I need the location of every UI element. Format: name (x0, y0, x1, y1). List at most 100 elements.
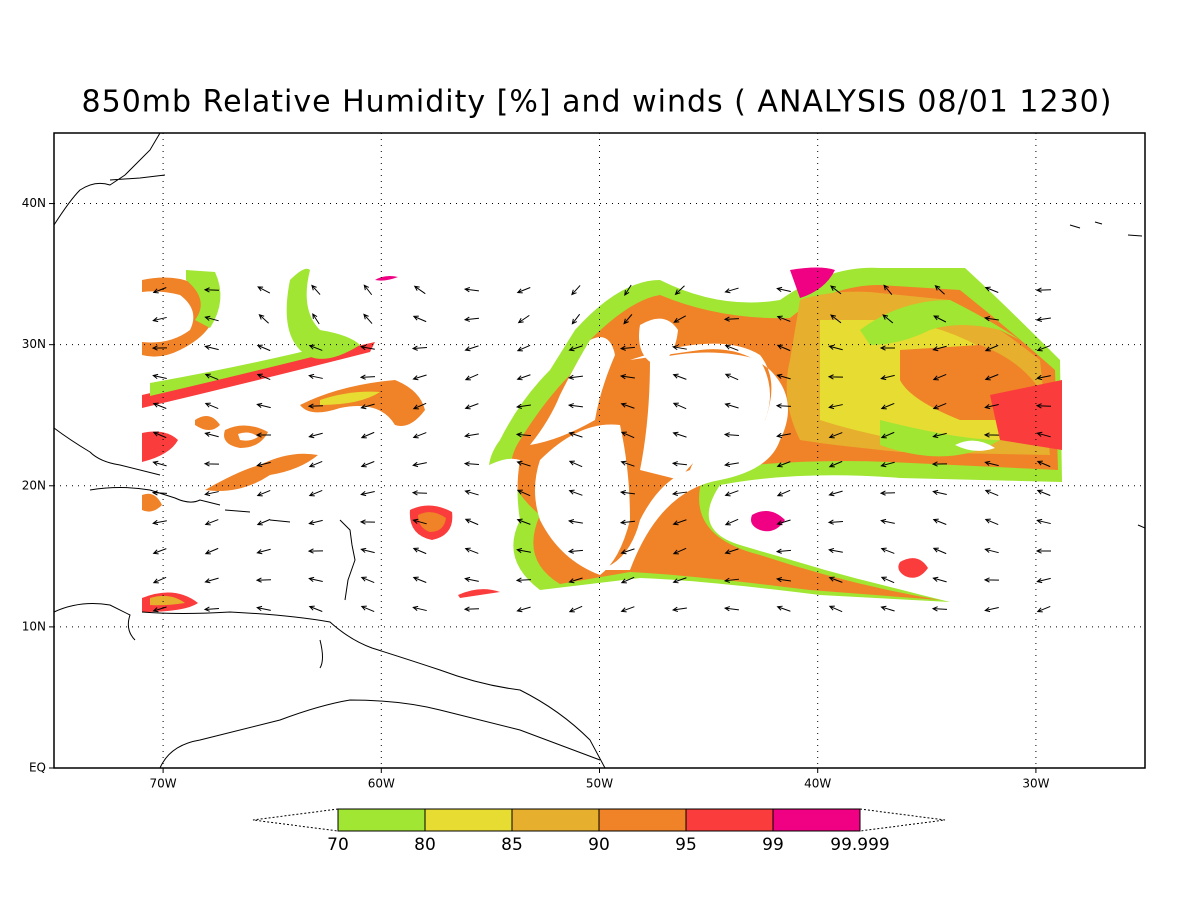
wind-arrow (515, 432, 531, 438)
wind-arrow (307, 548, 324, 554)
wind-arrow (1036, 374, 1051, 381)
wind-arrow (412, 605, 427, 612)
wind-arrow (776, 373, 791, 380)
wind-arrow (203, 606, 220, 612)
wind-arrow (463, 606, 480, 612)
wind-arrow (830, 314, 842, 324)
wind-arrow (151, 345, 168, 351)
wind-arrow (412, 402, 427, 410)
wind-arrow (255, 577, 272, 583)
wind-arrow (724, 402, 739, 409)
wind-arrow (257, 286, 271, 294)
wind-arrow (567, 518, 583, 525)
wind-arrow (1036, 460, 1051, 468)
wind-arrow (464, 345, 479, 352)
wind-arrow (363, 284, 373, 296)
chart-title: 850mb Relative Humidity [%] and winds ( … (82, 85, 1113, 120)
wind-arrow (464, 518, 479, 526)
wind-arrow (984, 404, 999, 410)
wind-arrow (671, 490, 687, 496)
wind-arrow (567, 403, 583, 409)
wind-arrow (204, 519, 219, 526)
wind-arrow (984, 547, 999, 554)
wind-arrow (464, 432, 479, 439)
wind-arrow (515, 403, 531, 409)
wind-arrow (516, 489, 531, 497)
wind-vectors (151, 284, 1052, 613)
wind-arrow (776, 432, 791, 439)
wind-arrow (152, 316, 167, 323)
wind-arrow (880, 547, 895, 554)
wind-arrow (672, 519, 687, 526)
colorbar-extend (859, 808, 946, 832)
wind-arrow (256, 518, 271, 526)
y-tick-label: EQ (29, 761, 46, 775)
wind-arrow (984, 606, 999, 613)
wind-arrow (464, 547, 479, 554)
wind-arrow (256, 490, 271, 497)
wind-arrow (152, 460, 167, 467)
wind-arrow (983, 577, 1000, 583)
wind-arrow (619, 490, 635, 496)
x-tick-label: 30W (1022, 777, 1049, 791)
wind-arrow (516, 374, 531, 381)
wind-arrow (827, 519, 844, 525)
wind-arrow (1035, 548, 1052, 554)
wind-arrow (308, 373, 323, 380)
wind-arrow (152, 402, 167, 409)
wind-arrow (308, 576, 323, 583)
wind-arrow (623, 314, 633, 325)
wind-arrow (723, 316, 740, 322)
wind-arrow (880, 461, 895, 468)
colorbar-extend (252, 808, 339, 832)
wind-arrow (412, 547, 427, 555)
wind-arrow (412, 461, 427, 468)
wind-arrow (775, 577, 791, 583)
wind-arrow (1036, 518, 1051, 525)
wind-arrow (360, 403, 375, 410)
x-tick-label: 50W (586, 777, 613, 791)
wind-arrow (308, 489, 323, 497)
wind-arrow (776, 315, 791, 322)
wind-arrow (724, 373, 739, 381)
wind-arrow (256, 461, 271, 468)
wind-arrow (568, 577, 583, 584)
wind-arrow (934, 284, 945, 295)
wind-arrow (311, 284, 321, 295)
wind-arrow (412, 576, 427, 583)
colorbar-segment (685, 808, 774, 832)
wind-arrow (412, 374, 427, 381)
wind-arrow (879, 345, 896, 351)
wind-arrow (516, 287, 531, 294)
wind-arrow (516, 606, 531, 613)
wind-arrow (256, 605, 271, 612)
wind-arrow (1036, 489, 1051, 496)
wind-arrow (673, 315, 686, 323)
wind-arrow (411, 490, 428, 496)
wind-arrow (152, 606, 167, 613)
wind-arrow (152, 373, 167, 379)
wind-arrow (1036, 605, 1051, 613)
wind-arrow (568, 460, 583, 468)
wind-arrow (880, 403, 895, 410)
wind-arrow (1035, 403, 1052, 409)
wind-arrow (984, 374, 999, 381)
wind-arrow (724, 548, 739, 555)
colorbar-label: 95 (675, 835, 697, 855)
wind-arrow (620, 576, 635, 584)
y-tick-label: 10N (22, 619, 46, 633)
wind-arrow (880, 518, 895, 525)
wind-arrow (672, 431, 687, 438)
y-tick-label: 30N (22, 337, 46, 351)
wind-arrow (204, 490, 219, 497)
wind-arrow (363, 313, 373, 324)
colorbar-segment (511, 808, 600, 832)
wind-arrow (932, 489, 947, 496)
wind-arrow (672, 577, 687, 584)
wind-arrow (619, 519, 635, 525)
wind-arrow (984, 286, 999, 293)
wind-arrow (516, 518, 531, 525)
wind-arrow (932, 432, 947, 439)
wind-arrow (308, 432, 323, 439)
